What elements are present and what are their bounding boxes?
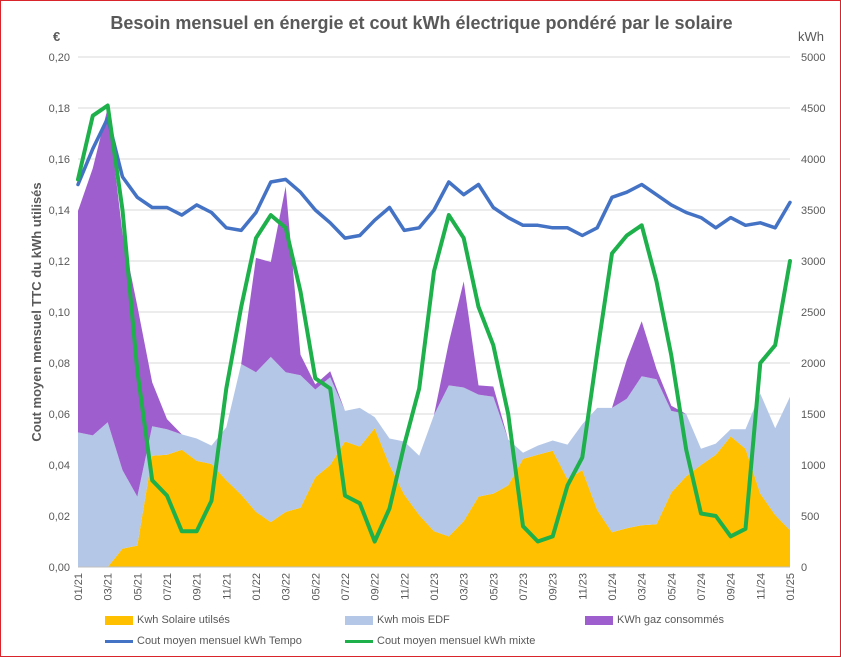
x-tick-label: 01/23	[429, 573, 441, 601]
y-right-tick-label: 500	[801, 511, 819, 523]
x-tick-label: 09/24	[726, 573, 738, 601]
y-axis-title: Cout moyen mensuel TTC du kWh utilisés	[29, 182, 44, 441]
y-right-tick-label: 5000	[801, 52, 825, 64]
x-tick-label: 07/22	[340, 573, 352, 601]
x-tick-label: 11/21	[221, 573, 233, 600]
x-tick-label: 03/21	[103, 573, 115, 601]
x-tick-label: 05/22	[310, 573, 322, 601]
y-left-tick-label: 0,16	[49, 154, 70, 166]
x-tick-label: 11/24	[755, 573, 767, 600]
y-right-tick-label: 3000	[801, 256, 825, 268]
y-left-tick-label: 0,14	[49, 205, 70, 217]
x-tick-label: 01/24	[607, 573, 619, 601]
line-tempo	[76, 116, 792, 240]
line-mixte	[76, 103, 792, 544]
y-axis-right: 0 500 1000 1500 2000 2500 3000 3500 4000 4500 5000	[801, 52, 825, 574]
stacked-areas	[78, 108, 790, 567]
x-tick-label: 03/24	[637, 573, 649, 601]
x-tick-label: 11/22	[399, 573, 411, 600]
chart-title: Besoin mensuel en énergie et cout kWh él…	[110, 13, 733, 33]
x-tick-label: 09/22	[370, 573, 382, 601]
x-tick-label: 01/22	[251, 573, 263, 601]
y-right-tick-label: 4500	[801, 103, 825, 115]
x-tick-label: 05/21	[132, 573, 144, 601]
y-right-tick-label: 4000	[801, 154, 825, 166]
x-tick-label: 05/24	[666, 573, 678, 601]
y-right-tick-label: 1000	[801, 460, 825, 472]
y-right-tick-label: 1500	[801, 409, 825, 421]
series-lines	[76, 103, 792, 544]
y-left-tick-label: 0,20	[49, 52, 70, 64]
y-left-unit: €	[53, 29, 60, 44]
x-tick-label: 01/21	[73, 573, 85, 601]
y-left-tick-label: 0,08	[49, 358, 70, 370]
x-tick-label: 01/25	[785, 573, 797, 601]
y-right-tick-label: 2500	[801, 307, 825, 319]
y-right-tick-label: 3500	[801, 205, 825, 217]
x-axis: 01/21 03/21 05/21 07/21 09/21 11/21 01/22 03/22…	[73, 566, 797, 601]
x-tick-label: 09/23	[548, 573, 560, 601]
y-right-tick-label: 2000	[801, 358, 825, 370]
area-solar	[78, 428, 790, 567]
x-tick-label: 07/21	[162, 573, 174, 601]
y-left-tick-label: 0,04	[49, 460, 70, 472]
y-left-tick-label: 0,18	[49, 103, 70, 115]
area-edf	[78, 356, 790, 567]
x-tick-label: 03/22	[281, 573, 293, 601]
x-tick-label: 03/23	[459, 573, 471, 601]
y-left-tick-label: 0,02	[49, 511, 70, 523]
x-tick-label: 07/23	[518, 573, 530, 601]
y-right-unit: kWh	[798, 29, 824, 44]
x-tick-label: 07/24	[696, 573, 708, 601]
y-left-tick-label: 0,10	[49, 307, 70, 319]
x-tick-label: 09/21	[192, 573, 204, 601]
x-tick-label: 11/23	[577, 573, 589, 600]
y-left-tick-label: 0,12	[49, 256, 70, 268]
y-left-tick-label: 0,06	[49, 409, 70, 421]
y-axis-left: 0,00 0,02 0,04 0,06 0,08 0,10 0,12 0,14 0,16 0,18…	[49, 52, 70, 574]
y-right-tick-label: 0	[801, 562, 807, 574]
y-left-tick-label: 0,00	[49, 562, 70, 574]
x-tick-label: 05/23	[488, 573, 500, 601]
